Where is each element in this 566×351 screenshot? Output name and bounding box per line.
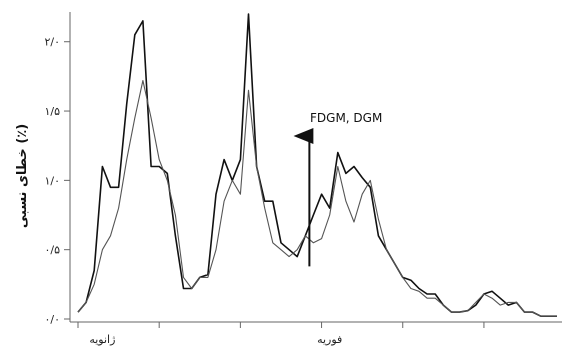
series-line-1 <box>77 13 557 318</box>
y-tick-label: ۱/۵ <box>44 105 60 118</box>
y-axis-title: خطای نسبی (٪) <box>15 124 30 228</box>
x-tick-label: فوریه <box>317 333 342 346</box>
y-tick-label: ۱/۰ <box>44 174 60 187</box>
x-ticks: ژانویه فوریه <box>77 322 485 346</box>
annotation: FDGM, DGM <box>293 111 382 267</box>
series-line-2 <box>77 79 557 317</box>
axes <box>69 12 562 323</box>
y-ticks: ۰/۰ ۰/۵ ۱/۰ ۱/۵ ۲/۰ <box>44 36 70 326</box>
y-tick-label: ۰/۰ <box>44 313 60 326</box>
annotation-label: FDGM, DGM <box>310 111 382 125</box>
x-tick-label: ژانویه <box>89 333 115 346</box>
series-layer <box>77 13 557 318</box>
y-tick-label: ۰/۵ <box>44 244 60 257</box>
y-tick-label: ۲/۰ <box>44 36 60 49</box>
